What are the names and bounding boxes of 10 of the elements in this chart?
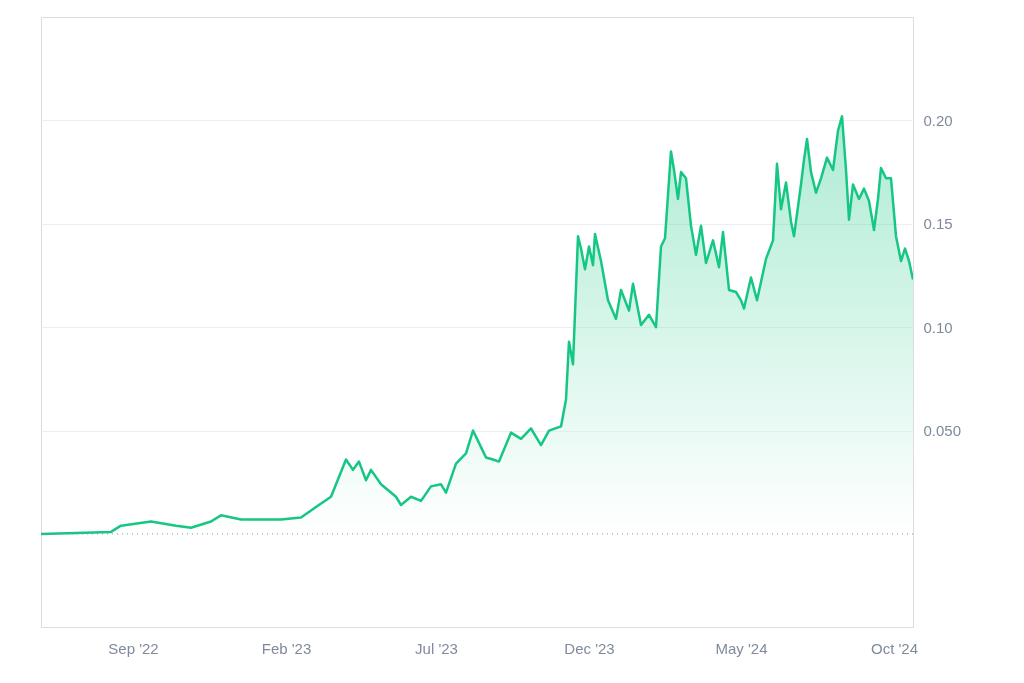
x-tick-label: Dec '23 — [564, 639, 615, 657]
x-tick-label: Feb '23 — [261, 639, 312, 657]
x-tick-label: Jul '23 — [415, 639, 458, 657]
y-tick-label: 0.15 — [923, 215, 953, 233]
x-tick-label: Oct '24 — [870, 639, 919, 657]
y-tick-label: 0.10 — [923, 318, 953, 336]
x-tick-label: May '24 — [715, 639, 768, 657]
y-tick-label: 0.050 — [923, 422, 962, 440]
x-tick-label: Sep '22 — [108, 639, 159, 657]
y-tick-label: 0.20 — [923, 111, 953, 129]
